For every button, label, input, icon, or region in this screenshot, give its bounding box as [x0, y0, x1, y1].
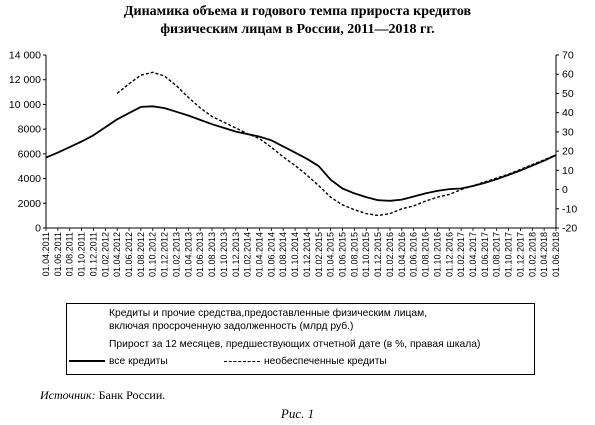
x-axis-tick-label: 01.04.2014: [254, 232, 264, 277]
legend-item-all-credits: все кредиты: [69, 356, 168, 368]
x-axis-tick-label: 01.12.2011: [88, 232, 98, 276]
chart-title-line-2: физическим лицам в России, 2011—2018 гг.: [160, 22, 435, 37]
legend-title-line-3: Прирост за 12 месяцев, предшествующих от…: [109, 339, 481, 350]
chart-axes: [45, 55, 557, 229]
x-axis-tick-label: 01.02.2012: [100, 232, 110, 277]
chart-title: Динамика объема и годового темпа прирост…: [0, 3, 595, 39]
x-axis-tick-label: 01.08.2013: [207, 232, 217, 277]
right-axis-tick-label: 40: [562, 107, 574, 119]
right-axis-tick-label: 10: [562, 165, 574, 177]
x-axis-tick-label: 01.06.2013: [195, 232, 205, 277]
left-axis-tick-label: 8000: [18, 124, 42, 136]
x-axis-tick-label: 01.02.2018: [527, 232, 537, 277]
right-axis-tick-label: 70: [562, 50, 574, 62]
x-axis-tick-label: 01.10.2016: [432, 232, 442, 277]
series-line-all-credits: [45, 105, 557, 202]
right-axis-tick-label: 30: [562, 126, 574, 138]
series-line-unsecured-credits: [116, 71, 557, 217]
source-note: Источник: Банк России.: [40, 388, 165, 403]
x-axis-tick-label: 01.02.2016: [385, 232, 395, 277]
x-axis-tick-label: 01.06.2014: [266, 232, 276, 277]
x-axis-ticks: 01.04.2011 01.06.2011 01.08.2011 01.10.2011…: [41, 228, 561, 277]
legend-label-all-credits: все кредиты: [109, 356, 168, 367]
x-axis-tick-label: 01.12.2017: [515, 232, 525, 277]
legend: Кредиты и прочие средства,предоставленны…: [66, 303, 535, 375]
x-axis-tick-label: 01.08.2014: [278, 232, 288, 277]
right-axis-tick-label: 0: [562, 184, 568, 196]
x-axis-tick-label: 01.12.2012: [160, 232, 170, 277]
x-axis-tick-label: 01.12.2015: [373, 232, 383, 277]
x-axis-tick-label: 01.08.2012: [136, 232, 146, 277]
x-axis-tick-label: 01.04.2018: [539, 232, 549, 277]
x-axis-tick-label: 01.08.2017: [492, 232, 502, 277]
source-label: Источник:: [40, 388, 96, 402]
x-axis-tick-label: 01.08.2015: [349, 232, 359, 277]
x-axis-tick-label: 01.06.2016: [409, 232, 419, 277]
legend-label-unsecured-credits: необеспеченные кредиты: [264, 356, 387, 367]
x-axis-tick-label: 01.12.2016: [444, 232, 454, 277]
left-axis-ticks: 0 2000 4000 6000 8000 10 000 12 000 14 000: [9, 50, 46, 235]
right-axis-ticks: -20 -10 0 10 20 30 40 50 60 70: [556, 50, 577, 235]
x-axis-tick-label: 01.06.2017: [480, 232, 490, 277]
x-axis-tick-label: 01.04.2017: [468, 232, 478, 277]
legend-swatch-dashed: [224, 360, 260, 362]
legend-title-line-1: Кредиты и прочие средства,предоставленны…: [109, 308, 428, 319]
legend-item-unsecured-credits: необеспеченные кредиты: [224, 356, 387, 368]
x-axis-tick-label: 01.06.2015: [338, 232, 348, 277]
x-axis-tick-label: 01.10.2012: [148, 232, 158, 277]
chart-title-line-1: Динамика объема и годового темпа прирост…: [123, 4, 472, 19]
left-axis-tick-label: 0: [35, 223, 41, 235]
x-axis-tick-label: 01.10.2015: [361, 232, 371, 277]
left-axis-tick-label: 2000: [18, 198, 42, 210]
x-axis-tick-label: 01.06.2011: [53, 232, 63, 276]
left-axis-tick-label: 12 000: [9, 74, 41, 86]
x-axis-tick-label: 01.06.2018: [551, 232, 561, 277]
right-axis-tick-label: 50: [562, 88, 574, 100]
x-axis-tick-label: 01.08.2011: [65, 232, 75, 276]
right-axis-tick-label: -10: [562, 203, 577, 215]
x-axis-tick-label: 01.02.2015: [314, 232, 324, 277]
right-axis-tick-label: 60: [562, 69, 574, 81]
source-text: Банк России.: [98, 388, 166, 402]
x-axis-tick-label: 01.04.2011: [41, 232, 51, 276]
legend-title-line-2: включая просроченную задолженность (млрд…: [109, 321, 354, 332]
legend-swatch-solid: [69, 360, 105, 363]
figure-caption: Рис. 1: [280, 406, 315, 421]
x-axis-tick-label: 01.06.2012: [124, 232, 134, 277]
x-axis-tick-label: 01.04.2013: [183, 232, 193, 277]
x-axis-tick-label: 01.10.2013: [219, 232, 229, 277]
x-axis-tick-label: 01.08.2016: [421, 232, 431, 277]
chart-series: [45, 71, 557, 217]
x-axis-tick-label: 01.02.2013: [171, 232, 181, 277]
x-axis-tick-label: 01.02.2017: [456, 232, 466, 277]
x-axis-tick-label: 01.12.2013: [231, 232, 241, 277]
left-axis-tick-label: 4000: [18, 173, 42, 185]
x-axis-tick-label: 01.10.2011: [77, 232, 87, 276]
x-axis-tick-label: 01.10.2014: [290, 232, 300, 277]
x-axis-tick-label: 01.12.2014: [302, 232, 312, 277]
x-axis-tick-label: 01.04.2012: [112, 232, 122, 277]
left-axis-tick-label: 6000: [18, 148, 42, 160]
x-axis-tick-label: 01.10.2017: [504, 232, 514, 277]
x-axis-tick-label: 01.02.2014: [243, 232, 253, 277]
right-axis-tick-label: -20: [562, 223, 577, 235]
x-axis-tick-label: 01.04.2016: [397, 232, 407, 277]
left-axis-tick-label: 10 000: [9, 99, 41, 111]
left-axis-tick-label: 14 000: [9, 50, 41, 62]
right-axis-tick-label: 20: [562, 146, 574, 158]
x-axis-tick-label: 01.04.2015: [326, 232, 336, 277]
